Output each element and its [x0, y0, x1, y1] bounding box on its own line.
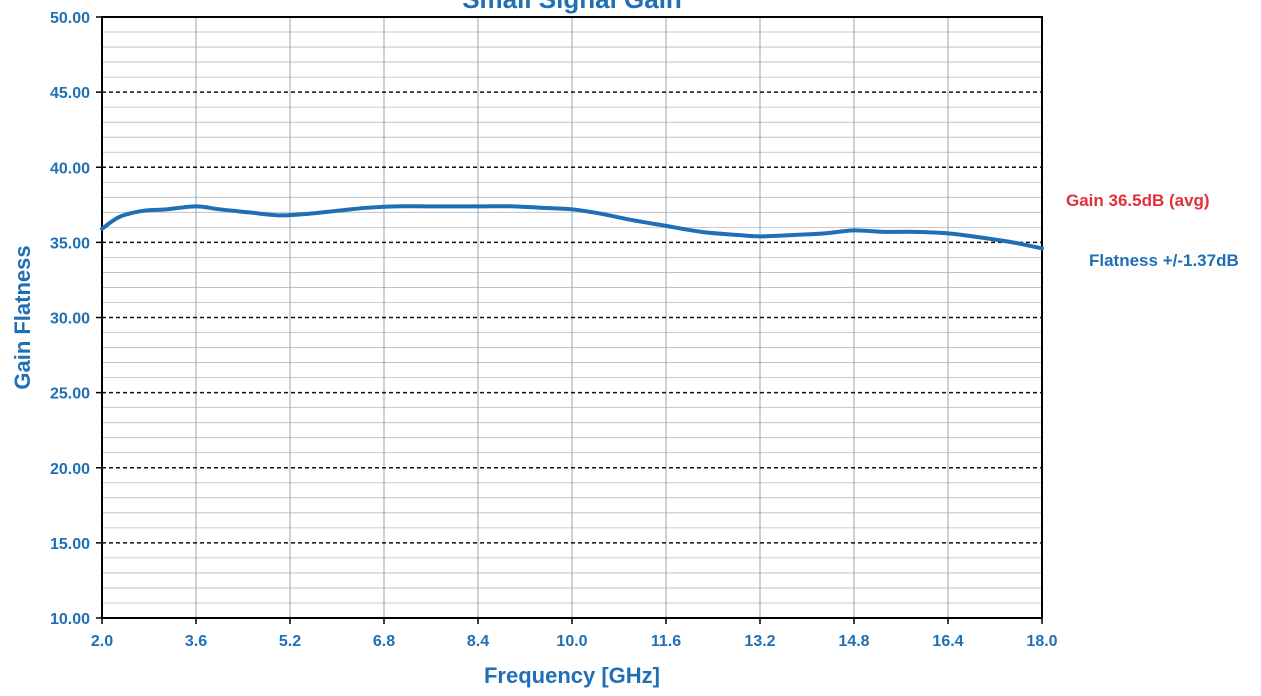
- annotation-flatness: Flatness +/-1.37dB: [1089, 251, 1239, 270]
- annotation-average-gain: Gain 36.5dB (avg): [1066, 191, 1210, 210]
- y-tick-label: 40.00: [50, 160, 90, 177]
- y-axis-title: Gain Flatness: [10, 245, 35, 389]
- x-tick-label: 8.4: [467, 633, 489, 650]
- y-axis-ticks: 50.00 45.00 40.00 35.00 30.00 25.00 20.00 15.00…: [50, 10, 102, 628]
- series-layer: [100, 204, 1044, 251]
- x-axis-ticks: 2.0 3.6 5.2 6.8 8.4 10.0 11.6 13.2 14.8 16.4 18.0: [91, 618, 1058, 650]
- x-tick-label: 5.2: [279, 633, 301, 650]
- major-gridlines: [102, 91, 1042, 544]
- x-tick-label: 14.8: [838, 633, 869, 650]
- y-tick-label: 35.00: [50, 235, 90, 252]
- x-tick-label: 11.6: [651, 633, 681, 650]
- y-tick-label: 50.00: [50, 10, 90, 27]
- x-axis-title: Frequency [GHz]: [484, 663, 660, 688]
- x-tick-label: 10.0: [556, 633, 587, 650]
- x-tick-label: 6.8: [373, 633, 395, 650]
- gain-series-line: [100, 204, 1044, 251]
- x-tick-label: 13.2: [744, 633, 775, 650]
- x-tick-label: 16.4: [932, 633, 963, 650]
- y-tick-label: 10.00: [50, 611, 90, 628]
- y-tick-label: 20.00: [50, 461, 90, 478]
- x-tick-label: 2.0: [91, 633, 113, 650]
- y-tick-label: 25.00: [50, 386, 90, 403]
- y-tick-label: 45.00: [50, 85, 90, 102]
- chart-title: Small Signal Gain: [462, 0, 682, 14]
- y-tick-label: 15.00: [50, 536, 90, 553]
- x-tick-label: 18.0: [1026, 633, 1057, 650]
- x-tick-label: 3.6: [185, 633, 207, 650]
- y-tick-label: 30.00: [50, 311, 90, 328]
